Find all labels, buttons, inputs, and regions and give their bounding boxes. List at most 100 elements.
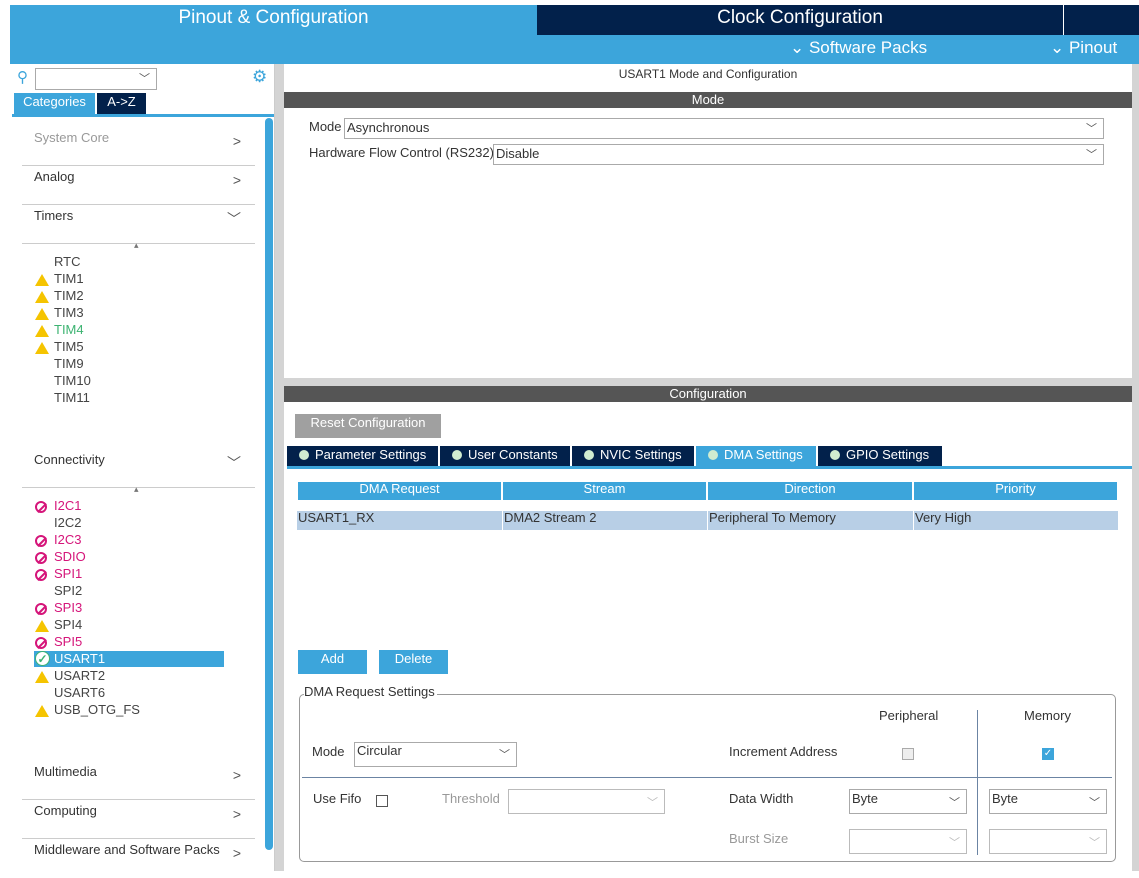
- list-item-tim2[interactable]: TIM2: [35, 288, 84, 304]
- list-item-i2c3[interactable]: I2C3: [35, 532, 82, 548]
- sub-menu-bar: ⌄ Software Packs ⌄ Pinout: [10, 35, 1139, 64]
- right-collapse-bar[interactable]: [1132, 64, 1139, 871]
- burst-size-label: Burst Size: [729, 831, 789, 846]
- disabled-icon: [35, 569, 47, 581]
- sidebar-scrollbar[interactable]: [265, 118, 273, 850]
- tab-nvic-settings[interactable]: NVIC Settings: [572, 446, 694, 466]
- list-item-spi5[interactable]: SPI5: [35, 634, 82, 650]
- list-item-usb_otg_fs[interactable]: USB_OTG_FS: [35, 702, 140, 718]
- disabled-icon: [35, 637, 47, 649]
- list-item-spi2[interactable]: SPI2: [54, 583, 82, 599]
- reset-configuration-button[interactable]: Reset Configuration: [295, 414, 441, 438]
- tab-pinout-configuration[interactable]: Pinout & Configuration: [10, 5, 537, 35]
- list-item-sdio[interactable]: SDIO: [35, 549, 86, 565]
- list-item-label: TIM11: [54, 390, 90, 405]
- software-packs-menu[interactable]: ⌄ Software Packs: [790, 38, 928, 57]
- chevron-down-icon: ﹀: [647, 797, 658, 809]
- category-analog[interactable]: Analog >: [22, 166, 255, 205]
- list-item-label: SDIO: [54, 549, 86, 564]
- mode-select[interactable]: Asynchronous ﹀: [344, 118, 1104, 139]
- list-item-label: I2C3: [54, 532, 82, 547]
- sidebar: [10, 64, 275, 871]
- peripheral-burst-select[interactable]: ﹀: [849, 829, 967, 854]
- cell-direction: Peripheral To Memory: [707, 511, 913, 530]
- check-circle-icon: ✓: [35, 651, 50, 666]
- memory-burst-select[interactable]: ﹀: [989, 829, 1107, 854]
- splitter[interactable]: [275, 64, 284, 871]
- use-fifo-checkbox[interactable]: [376, 795, 388, 807]
- tab-a-z[interactable]: A->Z: [97, 93, 146, 114]
- list-item-label: RTC: [54, 254, 81, 269]
- tab-user-constants[interactable]: User Constants: [440, 446, 570, 466]
- category-computing[interactable]: Computing >: [22, 800, 255, 839]
- list-item-label: TIM9: [54, 356, 84, 371]
- dma-mode-select[interactable]: Circular ﹀: [354, 742, 517, 767]
- category-system-core[interactable]: System Core >: [22, 127, 255, 166]
- tab-categories[interactable]: Categories: [14, 93, 95, 114]
- memory-data-width-select[interactable]: Byte ﹀: [989, 789, 1107, 814]
- peripheral-data-width-select[interactable]: Byte ﹀: [849, 789, 967, 814]
- tab-dma-settings[interactable]: DMA Settings: [696, 446, 816, 466]
- list-item-tim11[interactable]: TIM11: [54, 390, 90, 406]
- hfc-label: Hardware Flow Control (RS232): [309, 145, 494, 160]
- list-item-tim5[interactable]: TIM5: [35, 339, 84, 355]
- list-item-tim10[interactable]: TIM10: [54, 373, 91, 389]
- list-item-spi3[interactable]: SPI3: [35, 600, 82, 616]
- cell-dma-request: USART1_RX: [297, 511, 502, 530]
- tab-extra[interactable]: [1064, 5, 1139, 35]
- chevron-down-icon: ﹀: [139, 73, 150, 85]
- peripheral-increment-checkbox[interactable]: [902, 748, 914, 760]
- category-timers[interactable]: Timers ﹀: [22, 205, 255, 244]
- warning-icon: [35, 671, 49, 683]
- threshold-select[interactable]: ﹀: [508, 789, 665, 814]
- divider: [977, 710, 978, 855]
- column-header: Priority: [914, 482, 1117, 500]
- list-item-tim3[interactable]: TIM3: [35, 305, 84, 321]
- memory-increment-checkbox[interactable]: ✓: [1042, 748, 1054, 760]
- chevron-down-icon: ﹀: [1086, 123, 1097, 135]
- pinout-menu[interactable]: ⌄ Pinout: [1050, 38, 1118, 57]
- list-item-spi4[interactable]: SPI4: [35, 617, 82, 633]
- divider: [287, 466, 1132, 469]
- delete-button[interactable]: Delete: [379, 650, 448, 674]
- list-item-usart1[interactable]: ✓ USART1: [34, 651, 224, 667]
- gear-icon[interactable]: ⚙: [252, 67, 268, 86]
- chevron-down-icon: ﹀: [227, 211, 241, 227]
- search-input[interactable]: ﹀: [35, 68, 157, 90]
- warning-icon: [35, 705, 49, 717]
- category-middleware[interactable]: Middleware and Software Packs >: [22, 839, 255, 878]
- list-item-i2c2[interactable]: I2C2: [54, 515, 81, 531]
- splitter[interactable]: [284, 378, 1132, 386]
- warning-icon: [35, 342, 49, 354]
- list-item-tim1[interactable]: TIM1: [35, 271, 84, 287]
- group-legend: DMA Request Settings: [304, 684, 437, 699]
- chevron-down-icon: ﹀: [1089, 797, 1100, 809]
- dma-request-settings-group: [299, 694, 1116, 862]
- chevron-right-icon: >: [232, 767, 241, 783]
- disabled-icon: [35, 501, 47, 513]
- category-multimedia[interactable]: Multimedia >: [22, 761, 255, 800]
- cell-priority: Very High: [913, 511, 1118, 530]
- list-item-usart6[interactable]: USART6: [54, 685, 105, 701]
- sort-icon[interactable]: ▴: [134, 484, 139, 494]
- chevron-down-icon: ﹀: [227, 455, 241, 471]
- disabled-icon: [35, 603, 47, 615]
- list-item-spi1[interactable]: SPI1: [35, 566, 82, 582]
- tab-gpio-settings[interactable]: GPIO Settings: [818, 446, 942, 466]
- tab-parameter-settings[interactable]: Parameter Settings: [287, 446, 438, 466]
- add-button[interactable]: Add: [298, 650, 367, 674]
- category-connectivity[interactable]: Connectivity ﹀: [22, 449, 255, 488]
- list-item-usart2[interactable]: USART2: [35, 668, 105, 684]
- list-item-rtc[interactable]: RTC: [54, 254, 80, 270]
- warning-icon: [35, 620, 49, 632]
- list-item-tim9[interactable]: TIM9: [54, 356, 84, 372]
- sort-icon[interactable]: ▴: [134, 240, 139, 250]
- tab-clock-configuration[interactable]: Clock Configuration: [537, 5, 1063, 35]
- list-item-i2c1[interactable]: I2C1: [35, 498, 81, 514]
- search-icon[interactable]: ⚲: [17, 69, 28, 86]
- increment-address-label: Increment Address: [729, 744, 838, 759]
- list-item-tim4[interactable]: TIM4: [35, 322, 84, 338]
- hfc-select[interactable]: Disable ﹀: [493, 144, 1104, 165]
- cell-stream: DMA2 Stream 2: [502, 511, 708, 530]
- memory-label: Memory: [1024, 708, 1071, 723]
